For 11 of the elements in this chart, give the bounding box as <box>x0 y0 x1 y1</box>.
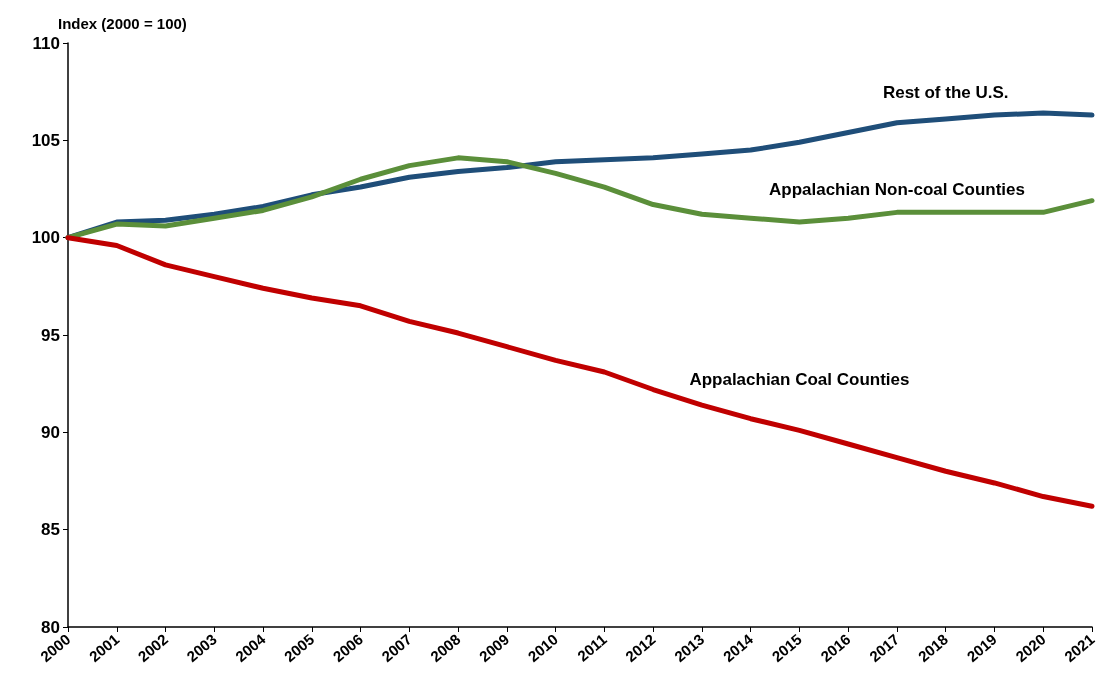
y-tick-label: 90 <box>41 422 60 442</box>
series-label: Appalachian Coal Counties <box>689 370 910 390</box>
y-tick-label: 85 <box>41 520 60 540</box>
series-label: Rest of the U.S. <box>882 82 1009 102</box>
y-tick-label: 105 <box>31 130 60 150</box>
y-axis-title: Index (2000 = 100) <box>58 15 187 32</box>
y-tick-label: 100 <box>31 228 60 248</box>
y-tick-label: 110 <box>32 33 60 53</box>
series-label: Appalachian Non-coal Counties <box>768 180 1025 200</box>
y-tick-label: 95 <box>41 325 60 345</box>
y-tick-label: 80 <box>41 617 60 637</box>
